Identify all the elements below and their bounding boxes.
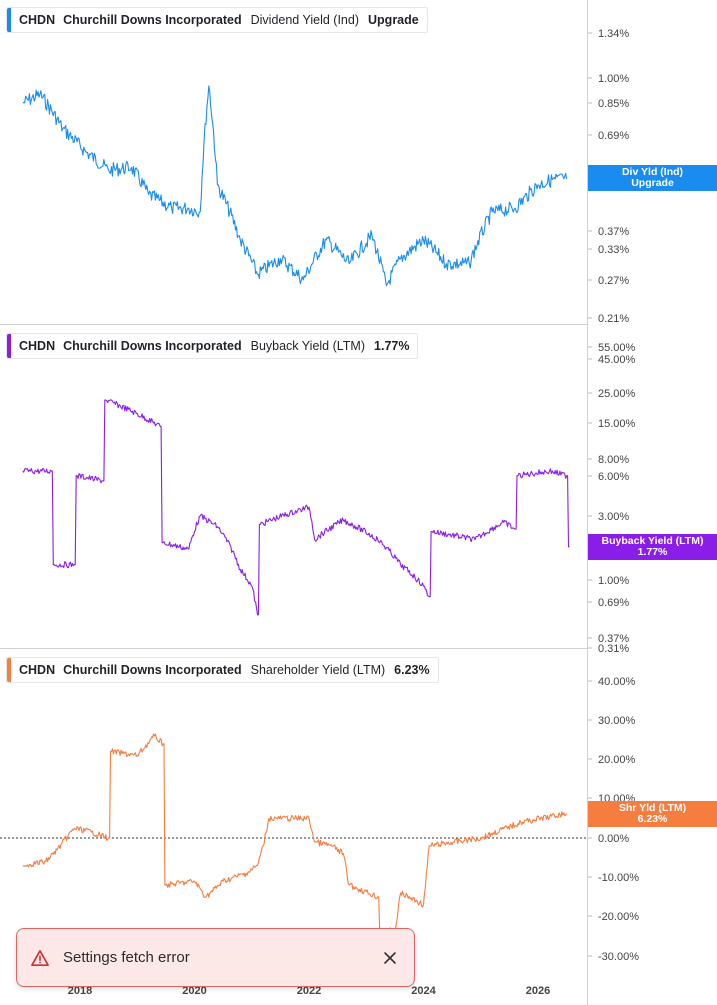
legend-metric: Dividend Yield (Ind) [250,13,360,27]
value-flag-buyback: Buyback Yield (LTM) 1.77% [588,534,717,560]
x-tick-label: 2024 [411,985,436,997]
value-flag-shareholder: Shr Yld (LTM) 6.23% [588,801,717,827]
y-tick-label: -10.00% [598,872,639,884]
y-tick-label: 0.27% [598,275,629,287]
series-color-swatch [7,334,11,358]
toast-message: Settings fetch error [63,949,190,966]
legend-metric: Shareholder Yield (LTM) [250,663,386,677]
y-tick-label: 15.00% [598,418,636,430]
y-tick-label: 0.21% [598,313,629,325]
legend-buyback-yield[interactable]: CHDN Churchill Downs Incorporated Buybac… [6,333,419,359]
y-tick-label: 1.34% [598,28,629,40]
y-tick-label: 40.00% [598,676,636,688]
legend-ticker: CHDN [19,13,56,27]
flag-value: 1.77% [637,546,668,558]
series-line [22,85,568,287]
x-tick-label: 2026 [526,985,550,997]
flag-label: Shr Yld (LTM) [618,802,687,814]
y-axis-line [587,0,588,1005]
error-toast: Settings fetch error [16,928,415,987]
y-tick-label: -20.00% [598,911,639,923]
y-tick-label: 0.31% [598,643,629,655]
y-tick-label: 25.00% [598,388,636,400]
y-tick-label: -30.00% [598,951,639,963]
value-flag-dividend: Div Yld (Ind) Upgrade [588,165,717,191]
y-tick-label: 0.69% [598,597,629,609]
x-tick-label: 2018 [68,985,92,997]
legend-company: Churchill Downs Incorporated [63,13,242,27]
warning-icon [31,949,49,966]
y-tick-label: 30.00% [598,715,636,727]
legend-metric: Buyback Yield (LTM) [250,339,366,353]
legend-value[interactable]: Upgrade [368,13,419,27]
series-color-swatch [7,658,11,682]
panel-divider [0,648,587,649]
y-tick-label: 0.33% [598,244,629,256]
series-line [22,399,570,616]
x-tick-label: 2020 [182,985,206,997]
legend-ticker: CHDN [19,339,56,353]
y-tick-label: 0.37% [598,633,629,645]
series-line [22,733,568,935]
panel-divider [0,324,587,325]
close-icon[interactable] [382,950,398,966]
y-tick-label: 0.37% [598,226,629,238]
flag-value: Upgrade [631,177,674,189]
y-tick-label: 0.85% [598,98,629,110]
flag-label: Buyback Yield (LTM) [601,535,704,547]
y-tick-label: 0.69% [598,130,629,142]
y-tick-label: 0.00% [598,833,629,845]
y-tick-label: 8.00% [598,454,629,466]
legend-shareholder-yield[interactable]: CHDN Churchill Downs Incorporated Shareh… [6,657,439,683]
x-tick-label: 2022 [297,985,321,997]
y-tick-label: 6.00% [598,471,629,483]
legend-value: 1.77% [374,339,410,353]
series-color-swatch [7,8,11,32]
y-tick-label: 3.00% [598,511,629,523]
y-tick-label: 55.00% [598,342,636,354]
y-tick-label: 20.00% [598,754,636,766]
y-tick-label: 1.00% [598,575,629,587]
flag-label: Div Yld (Ind) [621,166,684,178]
legend-ticker: CHDN [19,663,56,677]
legend-dividend-yield[interactable]: CHDN Churchill Downs Incorporated Divide… [6,7,428,33]
y-tick-label: 45.00% [598,354,636,366]
legend-company: Churchill Downs Incorporated [63,339,242,353]
legend-company: Churchill Downs Incorporated [63,663,242,677]
legend-value: 6.23% [394,663,430,677]
y-tick-label: 1.00% [598,73,629,85]
flag-value: 6.23% [637,813,668,825]
